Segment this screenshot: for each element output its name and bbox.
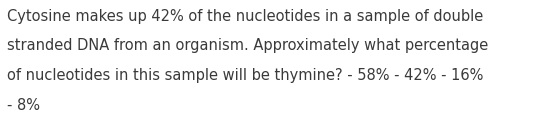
Text: stranded DNA from an organism. Approximately what percentage: stranded DNA from an organism. Approxima… — [7, 38, 488, 53]
Text: Cytosine makes up 42% of the nucleotides in a sample of double: Cytosine makes up 42% of the nucleotides… — [7, 9, 483, 24]
Text: of nucleotides in this sample will be thymine? - 58% - 42% - 16%: of nucleotides in this sample will be th… — [7, 68, 484, 83]
Text: - 8%: - 8% — [7, 98, 40, 113]
